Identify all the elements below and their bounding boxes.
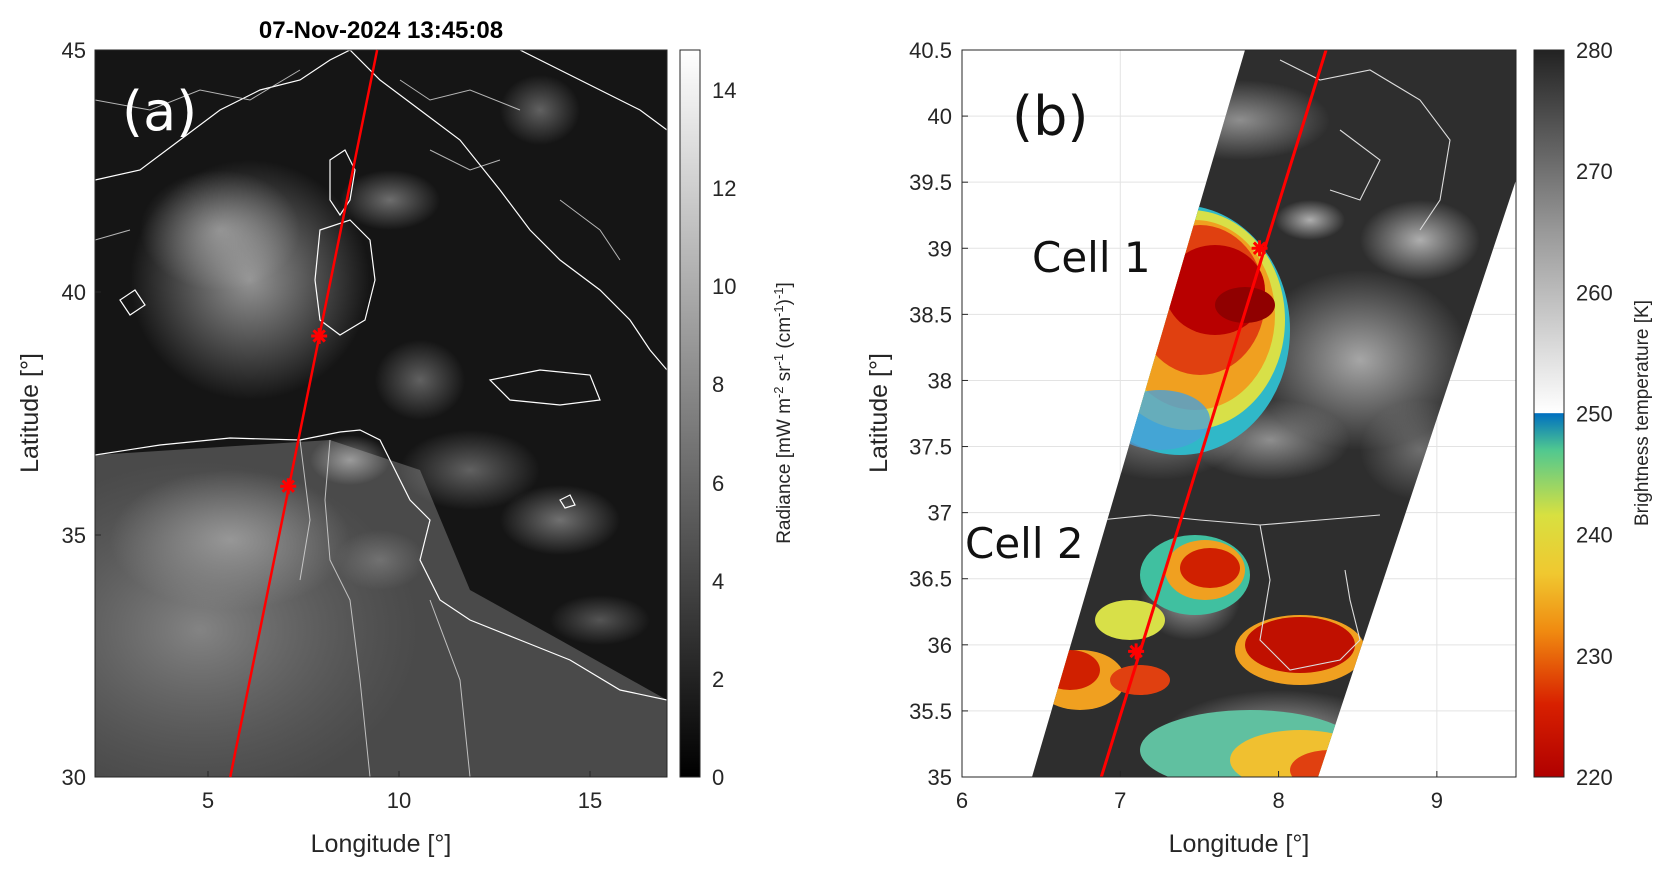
xtick-label: 7 — [1114, 788, 1126, 813]
panel-b-xlabel: Longitude [°] — [1169, 830, 1310, 858]
brightness-colorbar — [1533, 49, 1565, 778]
track-marker — [280, 478, 297, 495]
cbar-tick: 14 — [712, 78, 736, 103]
brightness-colorbar-label: Brightness temperature [K] — [1632, 300, 1653, 526]
panel-a-xlabel: Longitude [°] — [311, 830, 452, 858]
xtick-label: 15 — [578, 788, 602, 813]
cbar-tick: 260 — [1576, 280, 1613, 305]
ytick-label: 35 — [928, 765, 952, 790]
track-b — [1099, 49, 1328, 778]
radiance-colorbar-label: Radiance [mW m-2 sr-1 (cm-1)-1] — [771, 282, 796, 544]
xtick-label: 5 — [202, 788, 214, 813]
cbar-tick: 12 — [712, 176, 736, 201]
ytick-label: 36.5 — [909, 567, 952, 592]
panel-a-label: (a) — [122, 80, 197, 143]
panel-b-ylabel: Latitude [°] — [865, 353, 893, 473]
ytick-label: 36 — [928, 633, 952, 658]
panel-a-xticks: 5 10 15 — [202, 771, 602, 813]
panel-a-ylabel: Latitude [°] — [16, 353, 44, 473]
track-marker — [1251, 240, 1268, 257]
cbar-tick: 220 — [1576, 765, 1613, 790]
cbar-tick: 10 — [712, 274, 736, 299]
panel-b: (b) Cell 1 Cell 2 6 7 8 9 40.5 40 39.5 39 38.5 3… — [865, 38, 1653, 858]
figure-title: 07-Nov-2024 13:45:08 — [259, 17, 503, 44]
panel-b-yticks: 40.5 40 39.5 39 38.5 38 37.5 37 36.5 36 35.5 35 — [909, 38, 968, 790]
ytick-label: 40 — [928, 104, 952, 129]
panel-a: 07-Nov-2024 13:45:08 — [16, 17, 796, 858]
cbar-tick: 250 — [1576, 402, 1613, 427]
xtick-label: 9 — [1431, 788, 1443, 813]
xtick-label: 10 — [387, 788, 411, 813]
ytick-label: 39.5 — [909, 170, 952, 195]
ytick-label: 38 — [928, 368, 952, 393]
cbar-tick: 8 — [712, 372, 724, 397]
cbar-tick: 4 — [712, 569, 724, 594]
cbar-tick: 270 — [1576, 159, 1613, 184]
xtick-label: 6 — [956, 788, 968, 813]
panel-b-frame — [961, 49, 1517, 778]
ytick-label: 45 — [62, 38, 86, 63]
cell-2-annotation: Cell 2 — [965, 519, 1084, 568]
ytick-label: 37 — [928, 501, 952, 526]
radiance-colorbar — [679, 49, 701, 778]
cell-1-annotation: Cell 1 — [1032, 233, 1151, 282]
coastlines-b — [1099, 59, 1451, 671]
ytick-label: 30 — [62, 765, 86, 790]
ytick-label: 35.5 — [909, 699, 952, 724]
panel-a-yticks: 45 40 35 30 — [62, 38, 101, 790]
radiance-colorbar-ticks: 0 2 4 6 8 10 12 14 — [712, 78, 736, 790]
borders — [95, 69, 621, 777]
cbar-tick: 2 — [712, 667, 724, 692]
brightness-colorbar-ticks: 220 230 240 250 260 270 280 — [1576, 38, 1613, 790]
xtick-label: 8 — [1272, 788, 1284, 813]
radiance-image — [95, 50, 667, 777]
ytick-label: 37.5 — [909, 435, 952, 460]
cbar-tick: 6 — [712, 471, 724, 496]
panel-a-frame — [94, 49, 668, 778]
cbar-tick: 230 — [1576, 644, 1613, 669]
ytick-label: 39 — [928, 236, 952, 261]
panel-b-xticks: 6 7 8 9 — [956, 771, 1443, 813]
panel-b-label: (b) — [1012, 85, 1088, 148]
track-a — [229, 49, 379, 778]
ytick-label: 35 — [62, 523, 86, 548]
ytick-label: 38.5 — [909, 302, 952, 327]
cbar-tick: 280 — [1576, 38, 1613, 63]
coastlines — [95, 50, 667, 701]
satellite-track-line — [229, 49, 379, 778]
track-marker — [311, 327, 328, 344]
ytick-label: 40 — [62, 280, 86, 305]
ytick-label: 40.5 — [909, 38, 952, 63]
cbar-tick: 0 — [712, 765, 724, 790]
track-marker — [1128, 643, 1145, 660]
cbar-tick: 240 — [1576, 523, 1613, 548]
